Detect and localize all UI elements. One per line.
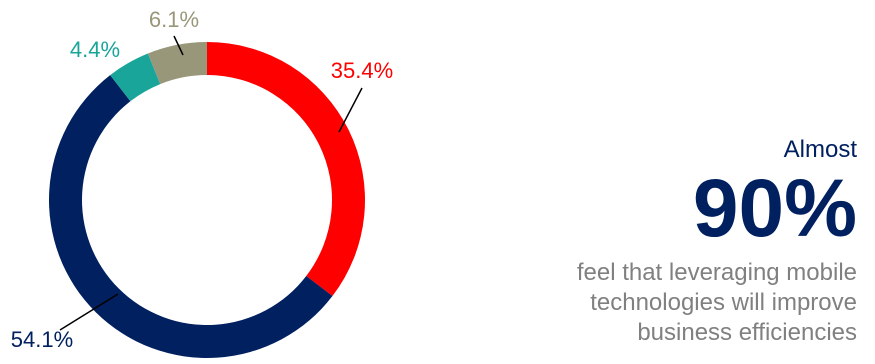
donut-chart: 35.4% 54.1% 4.4% 6.1%	[11, 7, 393, 359]
leader-line-3	[173, 35, 184, 56]
leader-line-0	[338, 87, 363, 133]
donut-slice-1	[48, 75, 333, 359]
donut-slice-2	[110, 53, 161, 102]
donut-slice-0	[207, 42, 365, 297]
callout-big-number: 90%	[692, 163, 857, 254]
donut-slice-3	[147, 42, 207, 85]
callout-intro: Almost	[783, 136, 857, 163]
slice-label-1: 54.1%	[11, 327, 73, 352]
leader-line-1	[59, 293, 119, 331]
callout-description: feel that leveraging mobile technologies…	[576, 259, 857, 346]
slice-label-2: 4.4%	[70, 37, 120, 62]
slice-label-3: 6.1%	[149, 7, 199, 32]
slice-label-0: 35.4%	[331, 58, 393, 83]
